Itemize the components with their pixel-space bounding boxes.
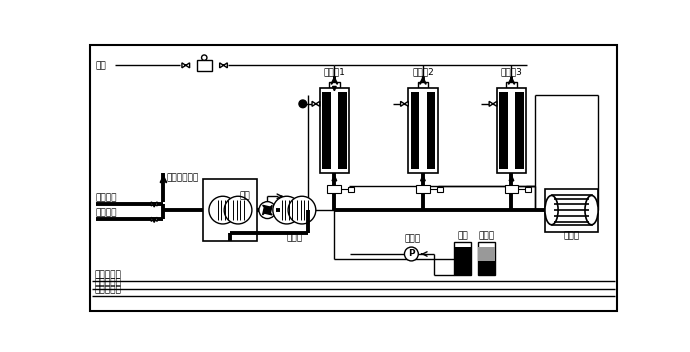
Bar bbox=[411, 92, 419, 169]
Bar bbox=[329, 82, 339, 88]
Polygon shape bbox=[182, 63, 190, 68]
Polygon shape bbox=[263, 205, 270, 210]
Circle shape bbox=[259, 202, 276, 219]
Bar bbox=[338, 92, 346, 169]
Bar bbox=[478, 247, 495, 261]
Bar bbox=[504, 186, 518, 193]
Polygon shape bbox=[151, 217, 157, 221]
Text: 事故尾气排放: 事故尾气排放 bbox=[166, 173, 199, 182]
Bar bbox=[506, 82, 517, 88]
Circle shape bbox=[299, 100, 306, 108]
Ellipse shape bbox=[545, 195, 558, 225]
Text: 冷却水上水: 冷却水上水 bbox=[94, 278, 121, 287]
Polygon shape bbox=[333, 87, 336, 91]
Polygon shape bbox=[332, 175, 337, 181]
Circle shape bbox=[404, 247, 418, 261]
Text: P: P bbox=[408, 250, 415, 258]
Polygon shape bbox=[489, 101, 497, 106]
Circle shape bbox=[273, 196, 301, 224]
Bar bbox=[478, 261, 495, 275]
Polygon shape bbox=[509, 175, 514, 181]
Text: 冷却器: 冷却器 bbox=[286, 233, 302, 242]
Bar bbox=[544, 189, 598, 232]
Polygon shape bbox=[264, 210, 272, 215]
Text: 冷凝器: 冷凝器 bbox=[564, 232, 580, 241]
Bar bbox=[525, 187, 531, 191]
Bar bbox=[499, 92, 508, 169]
Circle shape bbox=[201, 55, 207, 60]
Bar bbox=[322, 92, 331, 169]
Text: 吸附器2: 吸附器2 bbox=[412, 67, 434, 76]
Polygon shape bbox=[151, 202, 157, 206]
Bar bbox=[497, 88, 526, 173]
Text: 高溫尾气: 高溫尾气 bbox=[96, 193, 117, 202]
Bar bbox=[515, 92, 524, 169]
Bar bbox=[204, 179, 257, 241]
Bar bbox=[455, 243, 471, 275]
Polygon shape bbox=[268, 205, 272, 213]
Circle shape bbox=[224, 196, 252, 224]
Text: 分层槽: 分层槽 bbox=[479, 231, 495, 240]
Bar bbox=[197, 60, 212, 71]
Ellipse shape bbox=[585, 195, 598, 225]
Bar bbox=[417, 82, 428, 88]
Bar bbox=[427, 92, 435, 169]
Text: 吸附器1: 吸附器1 bbox=[324, 67, 345, 76]
Text: 吸附器3: 吸附器3 bbox=[500, 67, 522, 76]
Text: 空气: 空气 bbox=[239, 191, 250, 200]
Bar bbox=[319, 88, 349, 173]
Bar bbox=[328, 186, 342, 193]
Text: 低溫尾气: 低溫尾气 bbox=[96, 209, 117, 218]
Bar bbox=[416, 186, 430, 193]
Text: 储槽: 储槽 bbox=[457, 231, 469, 240]
Bar bbox=[551, 195, 591, 225]
Text: 冷却水回水: 冷却水回水 bbox=[94, 286, 121, 295]
Circle shape bbox=[209, 196, 237, 224]
Bar bbox=[408, 88, 437, 173]
Polygon shape bbox=[152, 218, 156, 222]
Polygon shape bbox=[263, 207, 268, 215]
Bar bbox=[437, 187, 443, 191]
Polygon shape bbox=[312, 101, 319, 106]
Polygon shape bbox=[152, 203, 156, 207]
Text: 排液泵: 排液泵 bbox=[405, 234, 421, 243]
Polygon shape bbox=[421, 175, 425, 181]
Text: 溶剂回收液: 溶剂回收液 bbox=[94, 270, 121, 279]
Circle shape bbox=[288, 196, 316, 224]
Polygon shape bbox=[219, 63, 227, 68]
Bar bbox=[478, 243, 495, 275]
Bar bbox=[348, 187, 355, 191]
Text: 蒸汽: 蒸汽 bbox=[96, 61, 106, 70]
Bar bbox=[455, 247, 471, 275]
Polygon shape bbox=[401, 101, 408, 106]
